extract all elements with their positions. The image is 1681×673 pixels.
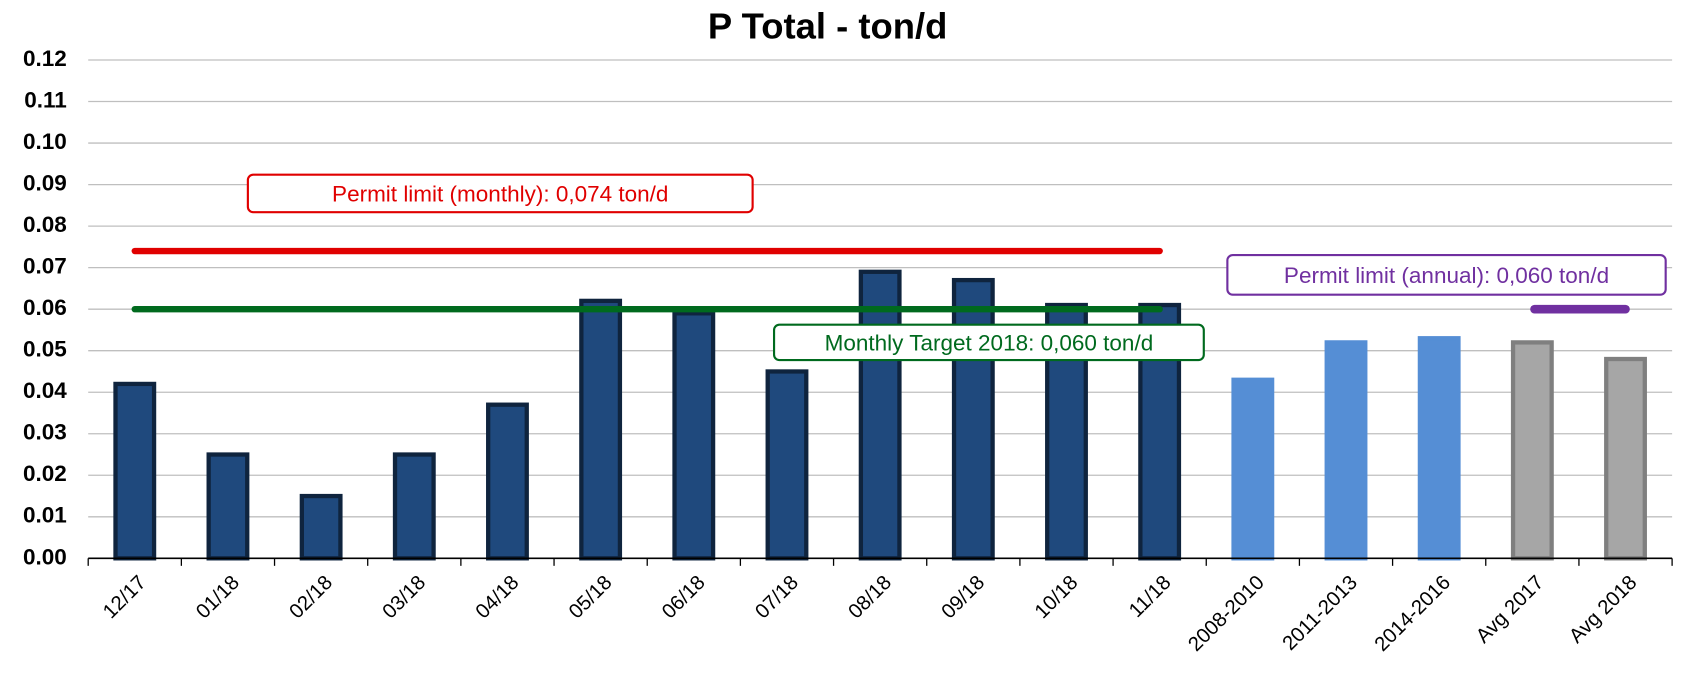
bar bbox=[206, 452, 250, 561]
x-tick-label: 04/18 bbox=[472, 572, 524, 624]
x-tick-label: Avg 2017 bbox=[1472, 572, 1548, 648]
x-tick-label: 10/18 bbox=[1031, 572, 1083, 624]
x-tick-label: 2014-2016 bbox=[1371, 572, 1455, 656]
bar bbox=[1324, 340, 1368, 561]
annotation: Permit limit (monthly): 0,074 ton/d bbox=[332, 182, 668, 207]
bar bbox=[1417, 336, 1461, 561]
bar bbox=[1231, 377, 1275, 561]
bar bbox=[951, 277, 995, 561]
x-tick-label: 09/18 bbox=[938, 572, 990, 624]
bar bbox=[1604, 356, 1647, 561]
x-tick-label: 01/18 bbox=[192, 572, 244, 624]
y-tick-label: 0.08 bbox=[23, 212, 67, 237]
annotation-box bbox=[772, 323, 1205, 362]
bar bbox=[1510, 340, 1554, 561]
x-tick-label: 08/18 bbox=[844, 572, 896, 624]
bar bbox=[858, 269, 902, 561]
chart-title: P Total - ton/d bbox=[708, 6, 947, 47]
x-tick-label: 2011-2013 bbox=[1279, 572, 1362, 655]
x-tick-label: 2008-2010 bbox=[1184, 572, 1268, 656]
y-tick-label: 0.05 bbox=[23, 337, 67, 362]
y-tick-label: 0.06 bbox=[23, 295, 67, 320]
y-tick-label: 0.07 bbox=[23, 254, 67, 279]
annotation-box bbox=[246, 173, 754, 214]
bar bbox=[392, 452, 436, 561]
x-tick-label: 02/18 bbox=[285, 572, 337, 624]
x-tick-label: 11/18 bbox=[1125, 572, 1176, 623]
x-tick-label: 03/18 bbox=[379, 572, 431, 624]
bar bbox=[299, 493, 343, 561]
annotation: Permit limit (annual): 0,060 ton/d bbox=[1284, 263, 1609, 288]
bar bbox=[579, 298, 623, 561]
x-tick-label: 05/18 bbox=[565, 572, 617, 624]
x-tick-label: 07/18 bbox=[751, 572, 803, 624]
bar bbox=[672, 311, 716, 561]
y-tick-label: 0.03 bbox=[23, 420, 67, 445]
bar bbox=[486, 402, 529, 561]
bar bbox=[113, 381, 157, 561]
y-tick-label: 0.12 bbox=[23, 46, 67, 71]
y-tick-label: 0.10 bbox=[23, 129, 67, 154]
y-tick-label: 0.04 bbox=[23, 378, 67, 403]
y-tick-label: 0.02 bbox=[23, 461, 67, 486]
x-tick-label: 06/18 bbox=[658, 572, 710, 624]
annotation-box bbox=[1226, 253, 1667, 296]
x-tick-label: 12/17 bbox=[99, 572, 151, 624]
bar bbox=[765, 369, 809, 561]
annotation: Monthly Target 2018: 0,060 ton/d bbox=[825, 330, 1154, 355]
y-tick-label: 0.00 bbox=[23, 544, 67, 569]
x-tick-label: Avg 2018 bbox=[1565, 572, 1641, 648]
y-tick-label: 0.09 bbox=[23, 171, 67, 196]
y-tick-label: 0.11 bbox=[24, 87, 67, 112]
y-tick-label: 0.01 bbox=[23, 503, 67, 528]
